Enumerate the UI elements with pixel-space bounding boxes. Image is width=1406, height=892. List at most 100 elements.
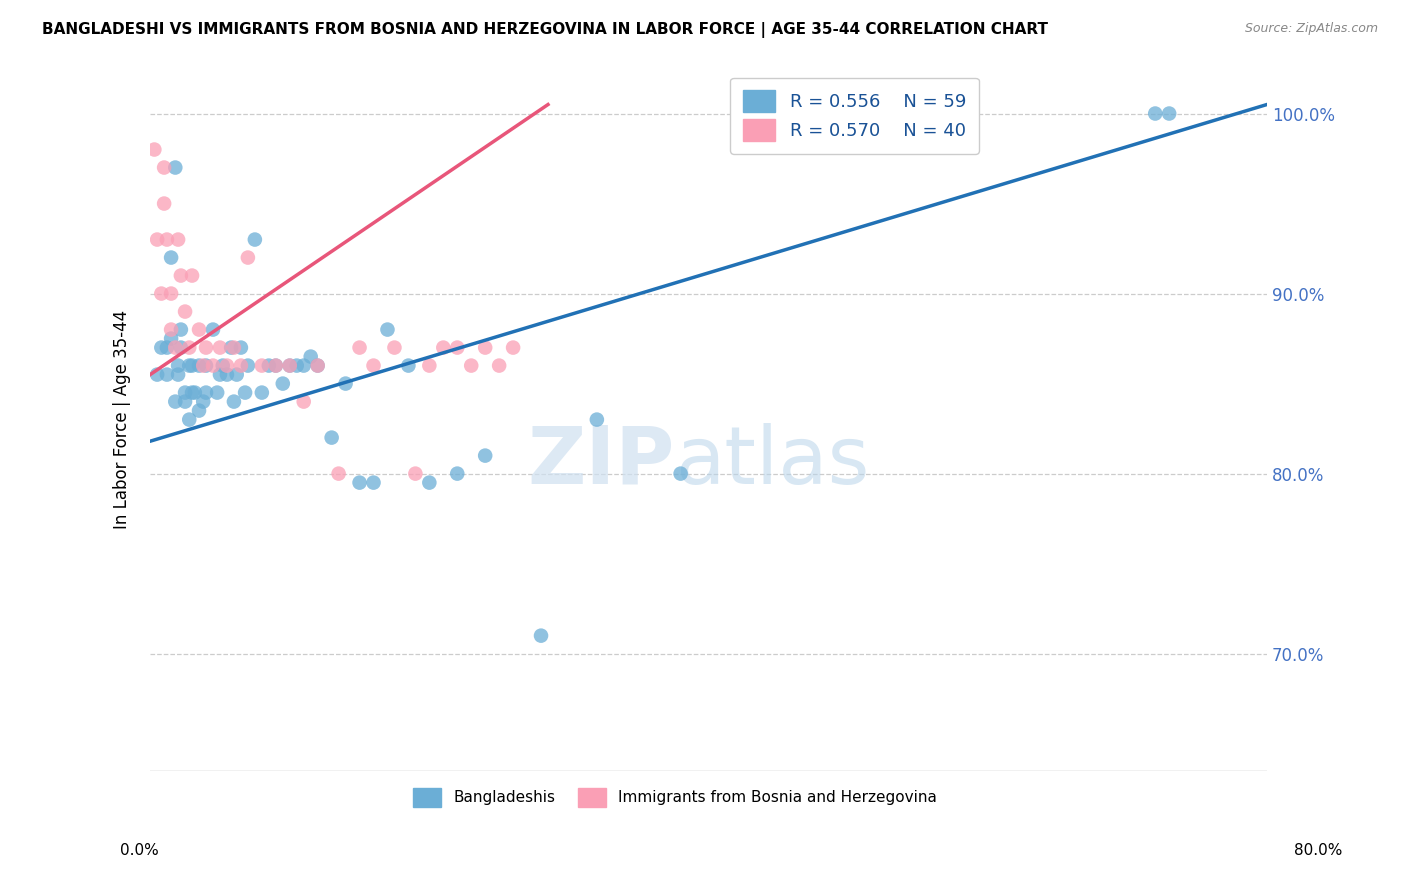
Point <box>404 467 426 481</box>
Point <box>167 233 190 247</box>
Point <box>181 385 204 400</box>
Text: 0.0%: 0.0% <box>120 843 159 858</box>
Text: 80.0%: 80.0% <box>1295 843 1343 858</box>
Point <box>167 368 190 382</box>
Point <box>165 161 187 175</box>
Point <box>328 467 350 481</box>
Point <box>225 368 247 382</box>
Point <box>165 341 187 355</box>
Point <box>146 368 169 382</box>
Point <box>292 394 315 409</box>
Point <box>193 359 215 373</box>
Point <box>530 629 553 643</box>
Point <box>167 359 190 373</box>
Point <box>418 475 440 490</box>
Point <box>278 359 301 373</box>
Point <box>150 341 173 355</box>
Point <box>181 268 204 283</box>
Point <box>160 286 183 301</box>
Point <box>418 359 440 373</box>
Point <box>384 341 406 355</box>
Point <box>377 322 399 336</box>
Point <box>153 196 176 211</box>
Point <box>321 431 343 445</box>
Point <box>195 385 218 400</box>
Point <box>250 359 273 373</box>
Point <box>250 385 273 400</box>
Point <box>432 341 454 355</box>
Point <box>474 341 496 355</box>
Point <box>156 368 179 382</box>
Point <box>307 359 329 373</box>
Point <box>446 467 468 481</box>
Point <box>170 322 193 336</box>
Point <box>222 341 245 355</box>
Point <box>211 359 233 373</box>
Point <box>179 341 201 355</box>
Point <box>502 341 524 355</box>
Text: BANGLADESHI VS IMMIGRANTS FROM BOSNIA AND HERZEGOVINA IN LABOR FORCE | AGE 35-44: BANGLADESHI VS IMMIGRANTS FROM BOSNIA AN… <box>42 22 1049 38</box>
Point <box>179 412 201 426</box>
Point <box>193 394 215 409</box>
Point <box>299 350 322 364</box>
Point <box>205 385 228 400</box>
Y-axis label: In Labor Force | Age 35-44: In Labor Force | Age 35-44 <box>114 310 131 529</box>
Point <box>335 376 357 391</box>
Point <box>160 332 183 346</box>
Point <box>208 368 231 382</box>
Point <box>160 251 183 265</box>
Point <box>307 359 329 373</box>
Point <box>229 359 252 373</box>
Point <box>165 394 187 409</box>
Point <box>363 359 385 373</box>
Point <box>195 341 218 355</box>
Point <box>208 341 231 355</box>
Point <box>257 359 280 373</box>
Point <box>188 359 211 373</box>
Point <box>143 143 166 157</box>
Point <box>349 341 371 355</box>
Point <box>174 304 197 318</box>
Point <box>229 341 252 355</box>
Point <box>215 368 238 382</box>
Point <box>586 412 609 426</box>
Point <box>446 341 468 355</box>
Point <box>243 233 266 247</box>
Point <box>236 359 259 373</box>
Point <box>285 359 308 373</box>
Point <box>150 286 173 301</box>
Point <box>170 341 193 355</box>
Point <box>188 403 211 417</box>
Point <box>1144 106 1167 120</box>
Point <box>201 359 224 373</box>
Text: ZIP: ZIP <box>527 423 675 500</box>
Point <box>460 359 482 373</box>
Point <box>170 268 193 283</box>
Point <box>222 394 245 409</box>
Point <box>278 359 301 373</box>
Point <box>488 359 510 373</box>
Text: Source: ZipAtlas.com: Source: ZipAtlas.com <box>1244 22 1378 36</box>
Point <box>264 359 287 373</box>
Point <box>184 385 207 400</box>
Point <box>156 233 179 247</box>
Point <box>174 394 197 409</box>
Point <box>174 385 197 400</box>
Point <box>349 475 371 490</box>
Point <box>188 322 211 336</box>
Point <box>195 359 218 373</box>
Point <box>474 449 496 463</box>
Point <box>181 359 204 373</box>
Point <box>363 475 385 490</box>
Point <box>201 322 224 336</box>
Point <box>271 376 294 391</box>
Point <box>156 341 179 355</box>
Legend: Bangladeshis, Immigrants from Bosnia and Herzegovina: Bangladeshis, Immigrants from Bosnia and… <box>405 779 946 815</box>
Point <box>179 359 201 373</box>
Point <box>215 359 238 373</box>
Point <box>153 161 176 175</box>
Point <box>1159 106 1181 120</box>
Point <box>292 359 315 373</box>
Point <box>236 251 259 265</box>
Point <box>233 385 256 400</box>
